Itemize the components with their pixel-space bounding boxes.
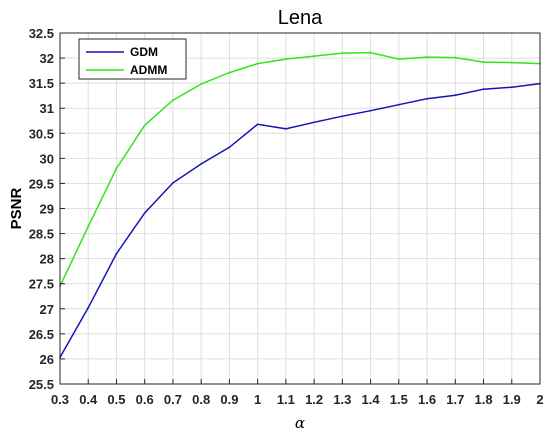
data-point-admm [228, 71, 231, 74]
data-point-admm [256, 62, 259, 65]
data-point-gdm [482, 88, 485, 91]
x-tick-label: 0.8 [192, 392, 210, 407]
data-point-gdm [115, 252, 118, 255]
x-tick-label: 1.8 [474, 392, 492, 407]
data-point-gdm [454, 94, 457, 97]
data-point-admm [426, 56, 428, 58]
x-tick-label: 0.6 [136, 392, 154, 407]
ticks: 0.3 0.4 0.5 0.6 0.7 0.8 0.9 1 1.1 1.2 1.3 1.4 1.5 1.6… [29, 26, 544, 407]
data-point-gdm [313, 121, 316, 124]
data-point-admm [284, 58, 287, 60]
y-axis-label: PSNR [8, 188, 25, 230]
legend-box [78, 38, 187, 80]
x-tick-label: 1.7 [446, 392, 464, 407]
data-point-admm [87, 225, 90, 228]
data-point-gdm [284, 127, 287, 130]
y-tick-label: 32 [40, 51, 54, 66]
series-layer [59, 51, 541, 359]
x-tick-label: 0.5 [107, 392, 125, 407]
data-point-admm [115, 167, 118, 170]
data-point-admm [510, 61, 513, 64]
y-tick-label: 26.5 [29, 327, 54, 342]
legend-label-gdm: GDM [130, 45, 158, 59]
y-tick-label: 32.5 [29, 26, 54, 41]
data-point-gdm [228, 146, 231, 149]
data-point-admm [482, 61, 485, 63]
x-tick-label: 1.6 [418, 392, 436, 407]
data-point-gdm [369, 109, 372, 112]
x-tick-label: 0.3 [51, 392, 69, 407]
x-tick-label: 1.4 [362, 392, 381, 407]
x-tick-label: 0.7 [164, 392, 182, 407]
data-point-gdm [172, 182, 174, 184]
data-point-gdm [87, 306, 90, 309]
data-point-admm [200, 83, 203, 86]
x-tick-label: 2 [536, 392, 543, 407]
x-tick-label: 1 [254, 392, 261, 407]
data-point-gdm [341, 115, 344, 118]
x-tick-label: 0.4 [79, 392, 98, 407]
y-tick-label: 27.5 [29, 277, 54, 292]
x-tick-label: 1.1 [277, 392, 295, 407]
y-tick-label: 26 [40, 352, 54, 367]
data-point-admm [341, 52, 344, 54]
y-tick-label: 28 [40, 252, 54, 267]
legend: GDM ADMM [78, 38, 187, 80]
legend-label-admm: ADMM [130, 63, 167, 77]
x-tick-label: 1.9 [503, 392, 521, 407]
data-point-gdm [426, 97, 428, 100]
y-tick-label: 28.5 [29, 227, 54, 242]
data-point-gdm [200, 162, 203, 165]
data-point-admm [143, 124, 146, 127]
data-point-admm [397, 58, 400, 60]
data-point-admm [172, 99, 174, 102]
grid [59, 32, 541, 385]
data-point-gdm [143, 212, 146, 214]
y-tick-label: 31 [40, 101, 54, 116]
y-tick-label: 25.5 [29, 377, 54, 392]
data-point-gdm [397, 103, 400, 106]
y-tick-label: 30.5 [29, 126, 54, 141]
y-tick-label: 30 [40, 151, 54, 166]
x-tick-label: 1.5 [390, 392, 408, 407]
y-tick-label: 29.5 [29, 176, 54, 191]
data-point-admm [369, 51, 372, 54]
x-axis-label: α [295, 414, 305, 432]
y-tick-label: 27 [40, 302, 54, 317]
series-line-gdm [59, 82, 541, 358]
data-point-admm [454, 56, 457, 59]
x-tick-label: 1.2 [305, 392, 323, 407]
series-line-admm [59, 51, 541, 287]
chart-title: Lena [278, 7, 323, 29]
y-tick-label: 31.5 [29, 76, 54, 91]
data-point-gdm [256, 123, 259, 126]
data-point-admm [313, 55, 316, 57]
data-point-gdm [510, 86, 513, 89]
x-tick-label: 0.9 [220, 392, 238, 407]
y-tick-label: 29 [40, 202, 54, 217]
x-tick-label: 1.3 [333, 392, 351, 407]
